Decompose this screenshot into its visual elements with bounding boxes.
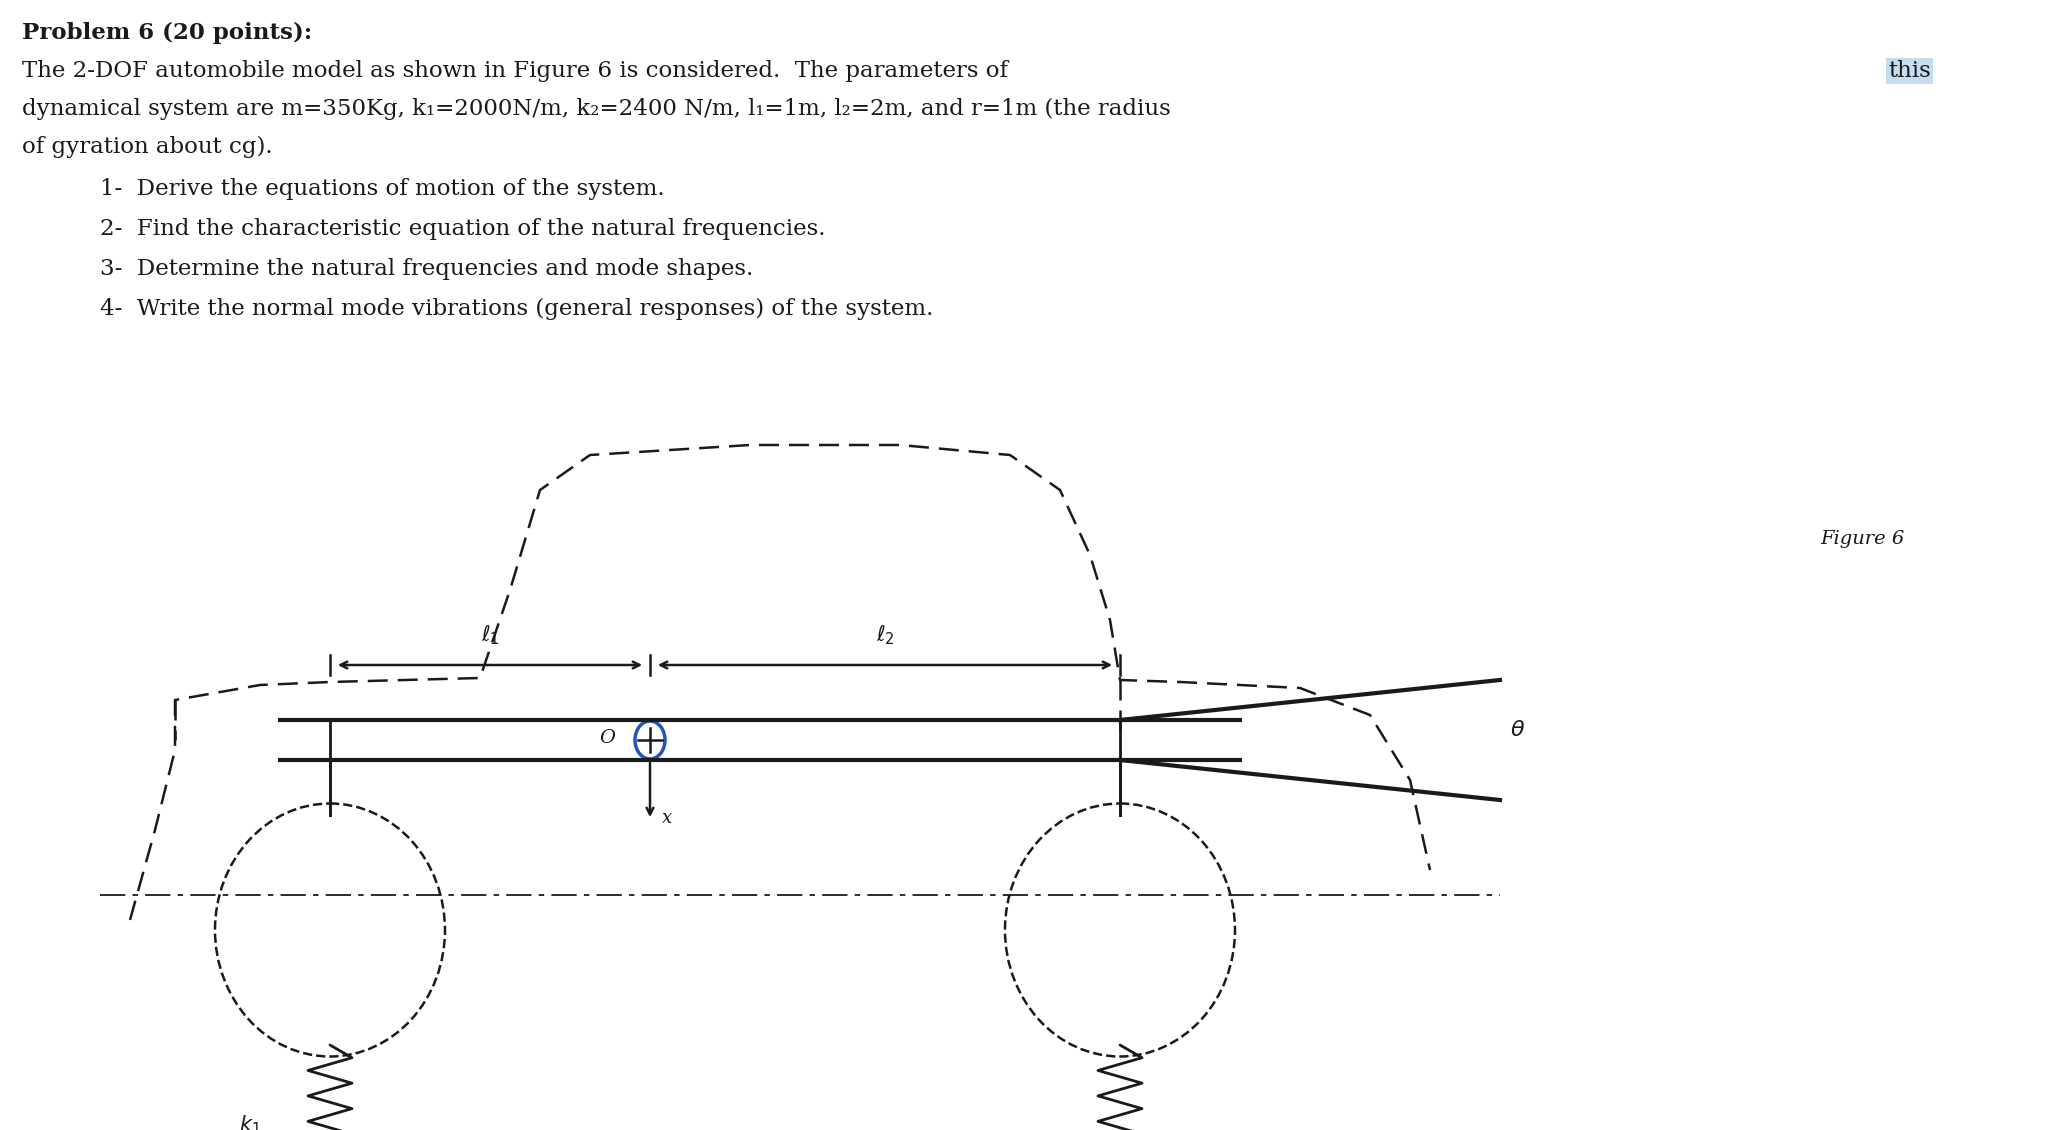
- Text: x: x: [663, 809, 673, 827]
- Text: Problem 6 (20 points):: Problem 6 (20 points):: [23, 21, 313, 44]
- Text: O: O: [599, 729, 616, 747]
- Text: The 2-DOF automobile model as shown in Figure 6 is considered.  The parameters o: The 2-DOF automobile model as shown in F…: [23, 60, 1015, 82]
- Text: $\theta$: $\theta$: [1510, 719, 1524, 741]
- Text: $\ell_2$: $\ell_2$: [876, 624, 894, 647]
- Text: 2-  Find the characteristic equation of the natural frequencies.: 2- Find the characteristic equation of t…: [100, 218, 825, 240]
- Text: dynamical system are m=350Kg, k₁=2000N/m, k₂=2400 N/m, l₁=1m, l₂=2m, and r=1m (t: dynamical system are m=350Kg, k₁=2000N/m…: [23, 98, 1170, 120]
- Text: of gyration about cg).: of gyration about cg).: [23, 136, 272, 158]
- Text: 4-  Write the normal mode vibrations (general responses) of the system.: 4- Write the normal mode vibrations (gen…: [100, 298, 933, 320]
- Text: 3-  Determine the natural frequencies and mode shapes.: 3- Determine the natural frequencies and…: [100, 258, 753, 280]
- Text: this: this: [1888, 60, 1931, 82]
- Text: $k_2$: $k_2$: [1125, 1128, 1148, 1130]
- Text: Figure 6: Figure 6: [1821, 530, 1905, 548]
- Text: 1-  Derive the equations of motion of the system.: 1- Derive the equations of motion of the…: [100, 179, 665, 200]
- Text: $\ell_1$: $\ell_1$: [481, 624, 499, 647]
- Text: $k_1$: $k_1$: [239, 1113, 262, 1130]
